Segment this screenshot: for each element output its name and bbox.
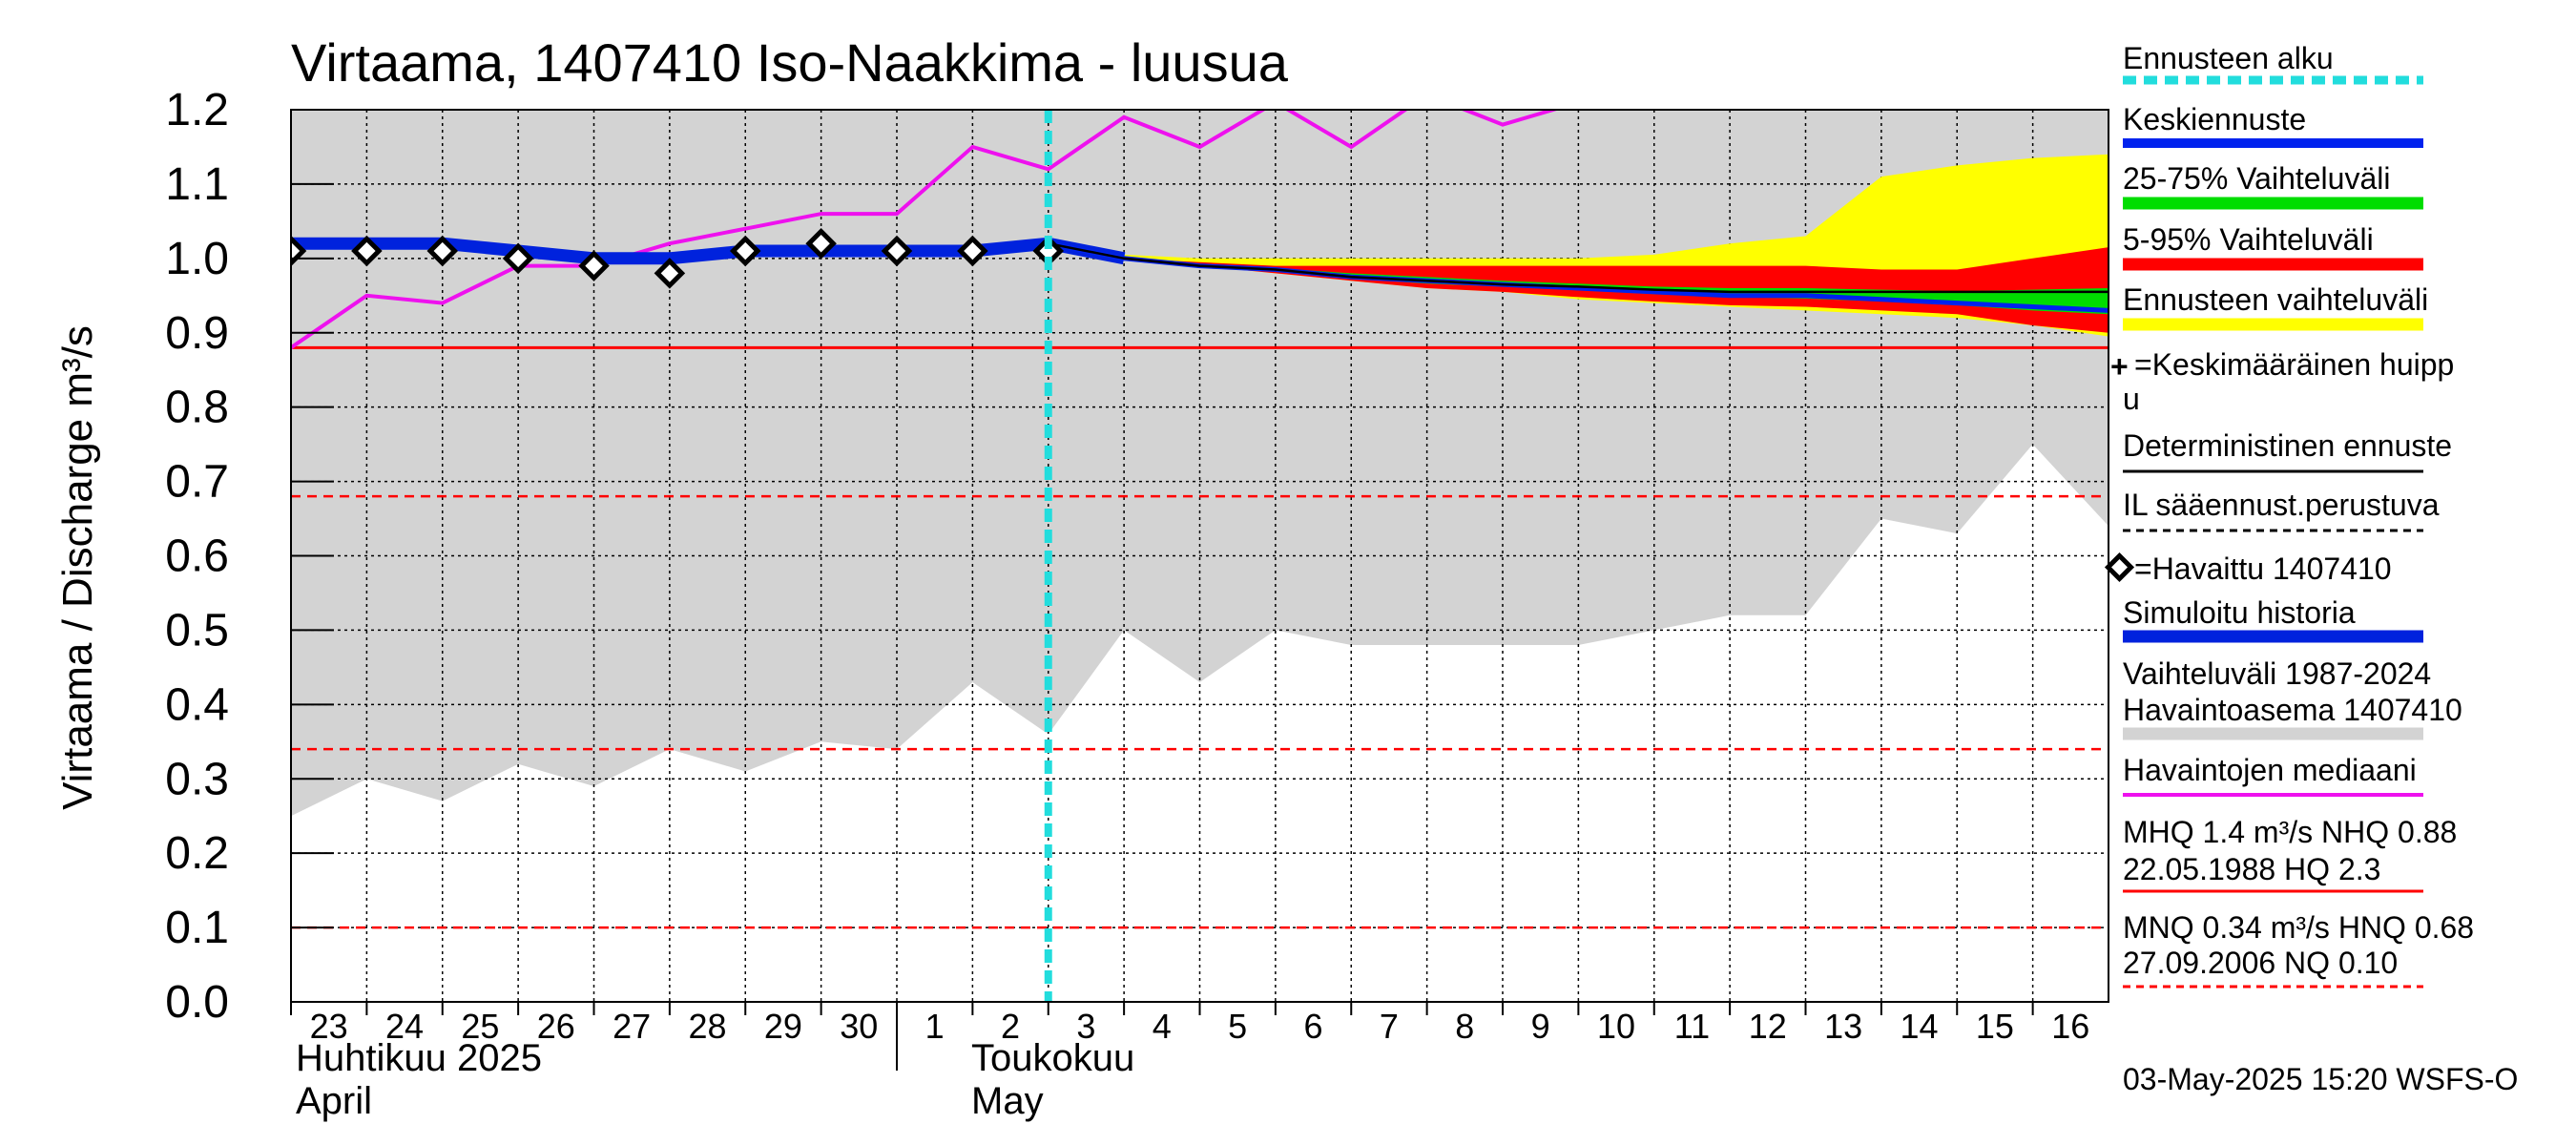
legend-deterministic: Deterministinen ennuste	[2123, 428, 2452, 463]
observed-point	[957, 235, 988, 267]
x-tick-label: 4	[1153, 1007, 1172, 1046]
x-tick-label: 25	[461, 1007, 499, 1046]
month-may-fi: Toukokuu	[971, 1037, 1134, 1079]
y-tick-label: 0.8	[165, 383, 229, 433]
x-tick-label: 16	[2051, 1007, 2089, 1046]
y-tick-label: 0.2	[165, 828, 229, 879]
y-axis-label: Virtaama / Discharge m³/s	[54, 325, 101, 810]
y-tick-label: 0.7	[165, 457, 229, 508]
y-tick-label: 0.1	[165, 903, 229, 953]
x-tick-label: 29	[764, 1007, 802, 1046]
legend-simulated-history: Simuloitu historia	[2123, 595, 2356, 630]
y-axis-ticks: 0.0 0.1 0.2 0.3 0.4 0.5 0.6 0.7 0.8 0.9 1.0 1.1 1.2	[165, 85, 334, 1028]
legend-range-25-75: 25-75% Vaihteluväli	[2123, 161, 2390, 196]
observed-point	[805, 227, 837, 260]
observed-point	[351, 235, 383, 267]
observed-point	[291, 235, 307, 267]
legend-variation-station: Havaintoasema 1407410	[2123, 693, 2462, 727]
observation-median-line	[291, 110, 1561, 349]
legend-mnq: MNQ 0.34 m³/s HNQ 0.68	[2123, 910, 2474, 945]
y-tick-label: 0.6	[165, 531, 229, 582]
legend-mean-peak: =Keskimääräinen huipp	[2134, 347, 2454, 382]
month-may-en: May	[971, 1080, 1044, 1122]
x-tick-label: 14	[1901, 1007, 1939, 1046]
observed-point	[502, 242, 534, 275]
x-tick-label: 30	[840, 1007, 878, 1046]
x-tick-label: 27	[613, 1007, 651, 1046]
diamond-icon	[2104, 552, 2135, 583]
x-tick-label: 9	[1531, 1007, 1550, 1046]
y-tick-label: 0.5	[165, 605, 229, 656]
y-tick-label: 1.1	[165, 159, 229, 210]
x-tick-label: 1	[925, 1007, 945, 1046]
legend-forecast-range: Ennusteen vaihteluväli	[2123, 282, 2428, 317]
observed-point	[578, 250, 610, 281]
legend-mhq-date: 22.05.1988 HQ 2.3	[2123, 852, 2380, 886]
x-tick-label: 10	[1597, 1007, 1635, 1046]
x-tick-label: 11	[1674, 1007, 1710, 1046]
plus-icon: +	[2110, 349, 2129, 384]
legend-mean-peak-cont: u	[2123, 382, 2140, 416]
legend-obs-median: Havaintojen mediaani	[2123, 753, 2417, 787]
legend: Ennusteen alku Keskiennuste 25-75% Vaiht…	[2104, 41, 2474, 989]
legend-variation-period: Vaihteluväli 1987-2024	[2123, 656, 2431, 691]
month-april-en: April	[296, 1080, 372, 1122]
x-tick-label: 2	[1001, 1007, 1020, 1046]
reference-lines	[291, 345, 2109, 929]
deterministic-forecast-line	[1048, 241, 2109, 294]
legend-observed: =Havaittu 1407410	[2134, 552, 2392, 586]
y-tick-label: 0.4	[165, 679, 229, 730]
x-tick-label: 24	[385, 1007, 424, 1046]
observed-point	[881, 235, 913, 267]
legend-mnq-date: 27.09.2006 NQ 0.10	[2123, 946, 2398, 980]
y-tick-label: 1.2	[165, 85, 229, 135]
legend-range-5-95: 5-95% Vaihteluväli	[2123, 222, 2374, 257]
legend-mean-forecast: Keskiennuste	[2123, 102, 2306, 136]
legend-forecast-start: Ennusteen alku	[2123, 41, 2334, 75]
y-tick-label: 0.9	[165, 308, 229, 359]
x-axis-ticks: 23 24 25 26 27 28 29 30 1 2 3 4 5 6 7 8 9 10 11 12 13 14 15 16	[290, 1002, 2089, 1046]
x-tick-label: 28	[689, 1007, 727, 1046]
legend-il-weather: IL sääennust.perustuva	[2123, 488, 2440, 522]
footer-timestamp: 03-May-2025 15:20 WSFS-O	[2123, 1062, 2518, 1096]
x-tick-label: 12	[1749, 1007, 1787, 1046]
y-tick-label: 0.3	[165, 754, 229, 804]
x-tick-label: 5	[1228, 1007, 1247, 1046]
observed-points	[291, 227, 1065, 289]
plot-area	[291, 110, 2109, 1002]
x-tick-label: 3	[1076, 1007, 1095, 1046]
x-tick-label: 23	[310, 1007, 348, 1046]
x-tick-label: 15	[1976, 1007, 2014, 1046]
observed-point	[1032, 235, 1065, 267]
x-tick-label: 8	[1455, 1007, 1474, 1046]
y-tick-label: 1.0	[165, 234, 229, 284]
observed-point	[426, 235, 459, 267]
x-tick-label: 6	[1304, 1007, 1323, 1046]
observed-point	[729, 235, 761, 267]
y-tick-label: 0.0	[165, 977, 229, 1028]
observed-point	[654, 258, 686, 289]
x-tick-label: 7	[1380, 1007, 1399, 1046]
legend-mhq: MHQ 1.4 m³/s NHQ 0.88	[2123, 815, 2457, 849]
x-tick-label: 26	[537, 1007, 575, 1046]
x-tick-label: 13	[1824, 1007, 1862, 1046]
chart-title: Virtaama, 1407410 Iso-Naakkima - luusua	[291, 32, 1289, 93]
month-april-fi: Huhtikuu 2025	[296, 1037, 542, 1079]
